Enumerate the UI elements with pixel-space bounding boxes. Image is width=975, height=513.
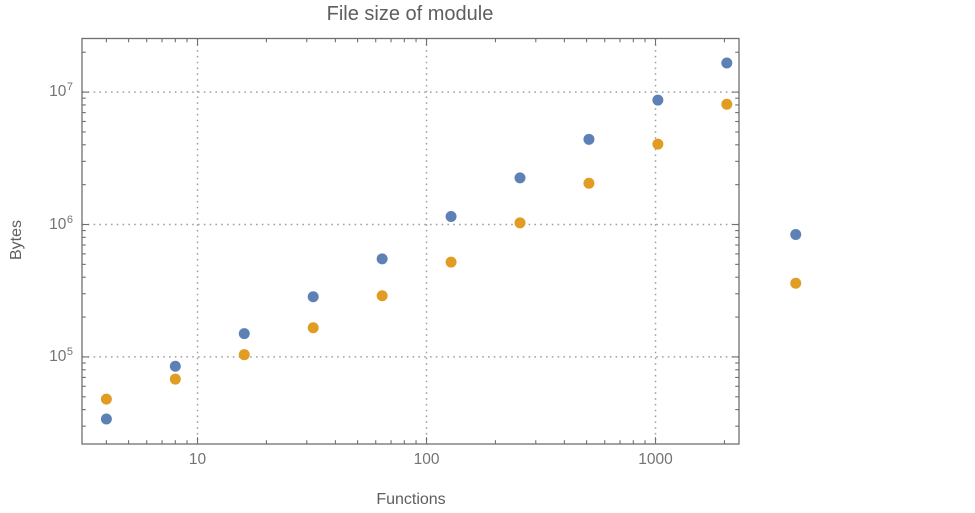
data-point-series-2-orange xyxy=(307,322,319,334)
x-tick-label: 1000 xyxy=(638,451,673,468)
y-tick-label: 106 xyxy=(49,213,73,233)
frame-border xyxy=(81,37,740,445)
data-point-series-2-orange xyxy=(376,290,388,302)
data-point-series-2-orange xyxy=(445,256,457,268)
data-point-series-1-blue xyxy=(100,413,112,425)
y-tick-label: 107 xyxy=(49,81,73,101)
data-point-series-1-blue xyxy=(169,360,181,372)
x-tick-label: 100 xyxy=(413,451,440,468)
data-point-series-2-orange xyxy=(790,277,802,289)
data-point-series-1-blue xyxy=(307,291,319,303)
data-point-series-2-orange xyxy=(652,138,664,150)
x-axis-label: Functions xyxy=(376,491,446,508)
data-point-series-1-blue xyxy=(514,172,526,184)
data-point-series-1-blue xyxy=(376,253,388,265)
data-point-series-1-blue xyxy=(583,133,595,145)
data-point-series-2-orange xyxy=(721,98,733,110)
data-point-series-2-orange xyxy=(238,349,250,361)
x-tick-label: 10 xyxy=(188,451,207,468)
data-point-series-2-orange xyxy=(169,373,181,385)
data-point-series-1-blue xyxy=(652,94,664,106)
data-point-series-2-orange xyxy=(100,393,112,405)
data-point-series-1-blue xyxy=(238,328,250,340)
data-point-series-1-blue xyxy=(790,229,802,241)
data-point-series-1-blue xyxy=(445,210,457,222)
y-axis-label: Bytes xyxy=(8,219,25,261)
y-tick-label: 105 xyxy=(49,345,73,365)
chart-title: File size of module xyxy=(326,3,494,25)
data-point-series-1-blue xyxy=(721,57,733,69)
data-point-series-2-orange xyxy=(514,217,526,229)
data-point-series-2-orange xyxy=(583,177,595,189)
